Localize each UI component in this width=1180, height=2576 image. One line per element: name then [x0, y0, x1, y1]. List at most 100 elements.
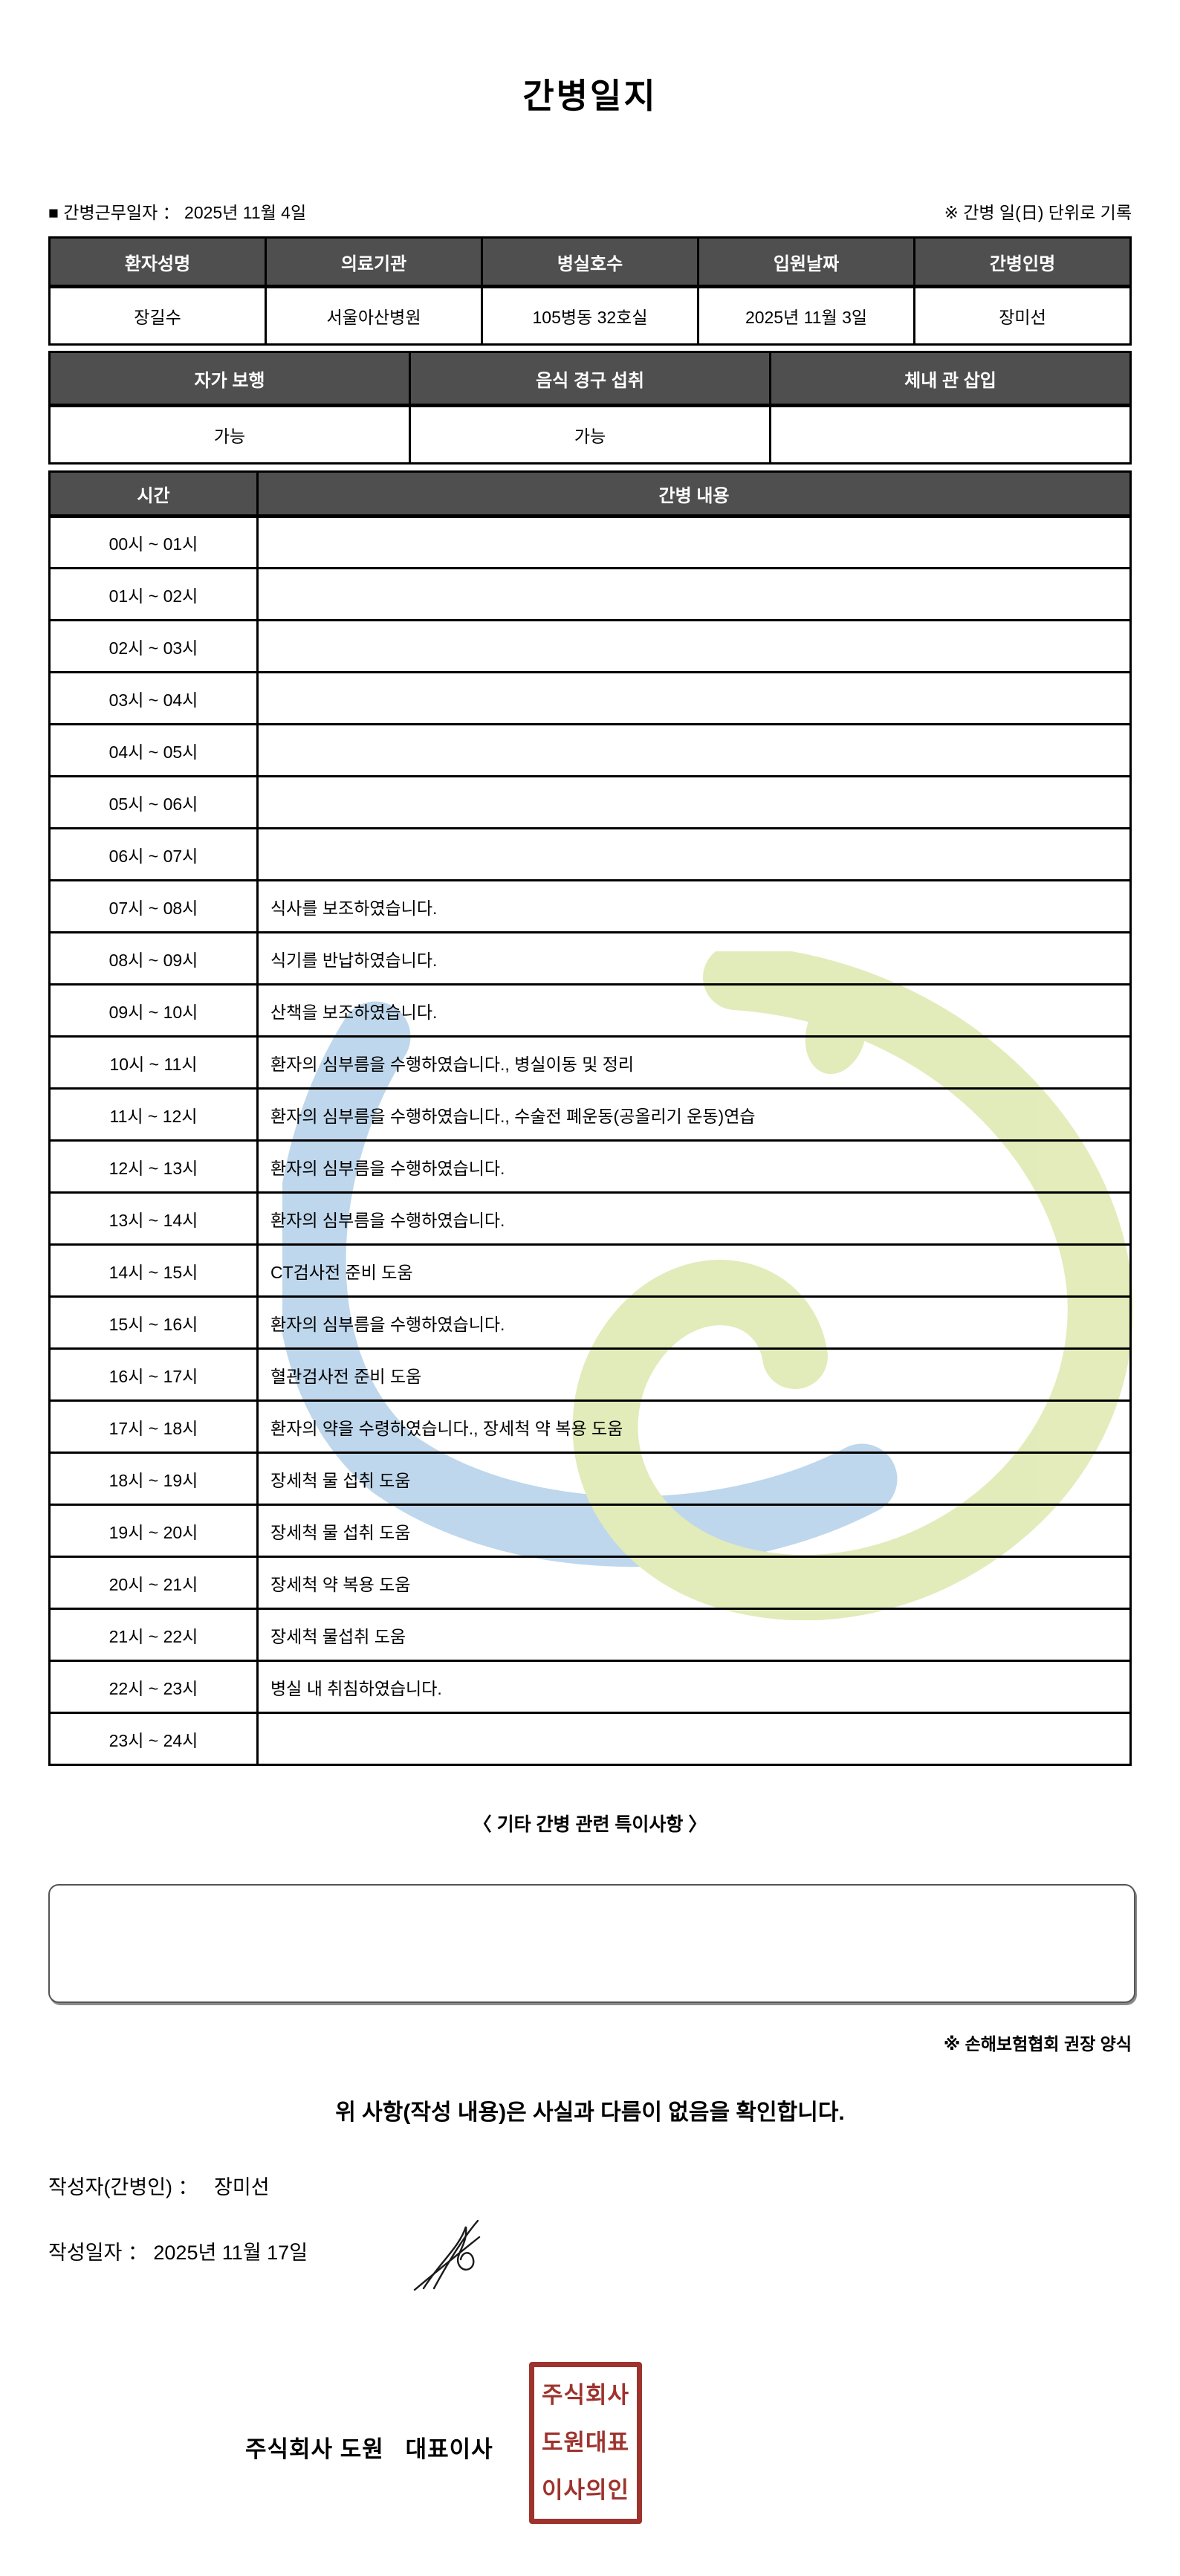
care-row: 19시 ~ 20시 장세척 물 섭취 도움: [48, 1504, 1132, 1558]
writer-label: 작성자(간병인) ：: [48, 2176, 198, 2198]
care-time: 01시 ~ 02시: [48, 567, 259, 621]
care-content: [256, 1712, 1132, 1766]
written-date-label: 작성일자 ：: [48, 2242, 148, 2264]
writer-line: 작성자(간병인) ： 장미선: [48, 2174, 1180, 2201]
care-content: 장세척 약 복용 도움: [256, 1556, 1132, 1610]
patient-info-table: 환자성명 의료기관 병실호수 입원날짜 간병인명 장길수 서울아산병원 105병…: [48, 236, 1132, 346]
care-content: [256, 515, 1132, 569]
care-time: 18시 ~ 19시: [48, 1452, 259, 1506]
care-row: 22시 ~ 23시 병실 내 취침하였습니다.: [48, 1660, 1132, 1714]
care-row: 12시 ~ 13시 환자의 심부름을 수행하였습니다.: [48, 1139, 1132, 1194]
care-content: [256, 671, 1132, 725]
care-content: 병실 내 취침하였습니다.: [256, 1660, 1132, 1714]
care-time: 09시 ~ 10시: [48, 983, 259, 1038]
info-header-patient-name: 환자성명: [48, 236, 267, 288]
status-value-walking: 가능: [48, 404, 411, 465]
care-time: 21시 ~ 22시: [48, 1608, 259, 1662]
care-header-content: 간병 내용: [256, 470, 1132, 518]
info-header-admission-date: 입원날짜: [697, 236, 915, 288]
care-content: 장세척 물섭취 도움: [256, 1608, 1132, 1662]
care-row: 15시 ~ 16시 환자의 심부름을 수행하였습니다.: [48, 1295, 1132, 1350]
care-content: 환자의 심부름을 수행하였습니다., 수술전 폐운동(공올리기 운동)연습: [256, 1087, 1132, 1142]
care-header-time: 시간: [48, 470, 259, 518]
handwritten-signature: [413, 2219, 481, 2291]
status-value-tube: [769, 404, 1132, 465]
care-header-row: 시간 간병 내용: [48, 470, 1132, 518]
status-header-tube: 체내 관 삽입: [769, 351, 1132, 407]
info-value-caregiver-name: 장미선: [913, 285, 1132, 346]
care-time: 20시 ~ 21시: [48, 1556, 259, 1610]
status-header-walking: 자가 보행: [48, 351, 411, 407]
care-row: 08시 ~ 09시 식기를 반납하였습니다.: [48, 931, 1132, 986]
recommended-form-note: ※ 손해보험협회 권장 양식: [943, 2034, 1132, 2054]
info-value-admission-date: 2025년 11월 3일: [697, 285, 915, 346]
care-content: [256, 619, 1132, 673]
care-content: [256, 775, 1132, 829]
care-row: 09시 ~ 10시 산책을 보조하였습니다.: [48, 983, 1132, 1038]
written-date-line: 작성일자 ： 2025년 11월 17일: [48, 2239, 1180, 2266]
care-time: 22시 ~ 23시: [48, 1660, 259, 1714]
subheader-row: ■ 간병근무일자 ： 2025년 11월 4일 ※ 간병 일(日) 단위로 기록: [48, 201, 1132, 224]
page-title: 간병일지: [522, 77, 658, 115]
special-notes-title: 〈 기타 간병 관련 특이사항 〉: [473, 1814, 707, 1835]
care-content: 환자의 심부름을 수행하였습니다.: [256, 1295, 1132, 1350]
care-time: 03시 ~ 04시: [48, 671, 259, 725]
care-content: 식기를 반납하였습니다.: [256, 931, 1132, 986]
care-content: 장세척 물 섭취 도움: [256, 1504, 1132, 1558]
work-date-label: ■ 간병근무일자 ：: [48, 203, 180, 222]
care-row: 11시 ~ 12시 환자의 심부름을 수행하였습니다., 수술전 폐운동(공올리기…: [48, 1087, 1132, 1142]
status-value-oral-intake: 가능: [409, 404, 771, 465]
care-time: 02시 ~ 03시: [48, 619, 259, 673]
care-row: 01시 ~ 02시: [48, 567, 1132, 621]
care-time: 04시 ~ 05시: [48, 723, 259, 777]
care-time: 00시 ~ 01시: [48, 515, 259, 569]
company-and-ceo-label: 주식회사 도원 대표이사: [245, 2436, 493, 2462]
care-row: 03시 ~ 04시: [48, 671, 1132, 725]
info-header-row: 환자성명 의료기관 병실호수 입원날짜 간병인명: [48, 236, 1132, 288]
care-content: 환자의 심부름을 수행하였습니다., 병실이동 및 정리: [256, 1035, 1132, 1090]
care-row: 17시 ~ 18시 환자의 약을 수령하였습니다., 장세척 약 복용 도움: [48, 1399, 1132, 1454]
care-log-table: 시간 간병 내용 00시 ~ 01시 01시 ~ 02시 02시 ~ 03시 0…: [48, 470, 1132, 1766]
care-row: 10시 ~ 11시 환자의 심부름을 수행하였습니다., 병실이동 및 정리: [48, 1035, 1132, 1090]
care-time: 08시 ~ 09시: [48, 931, 259, 986]
company-seal-stamp: 주식회사 도원대표 이사의인: [529, 2362, 642, 2524]
care-content: 식사를 보조하였습니다.: [256, 879, 1132, 933]
care-row: 02시 ~ 03시: [48, 619, 1132, 673]
care-row: 00시 ~ 01시: [48, 515, 1132, 569]
care-time: 15시 ~ 16시: [48, 1295, 259, 1350]
written-date-value: 2025년 11월 17일: [153, 2242, 308, 2264]
care-row: 18시 ~ 19시 장세척 물 섭취 도움: [48, 1452, 1132, 1506]
stamp-line-1: 주식회사: [541, 2382, 630, 2408]
care-row: 13시 ~ 14시 환자의 심부름을 수행하였습니다.: [48, 1191, 1132, 1246]
care-time: 05시 ~ 06시: [48, 775, 259, 829]
special-notes-box: [48, 1884, 1135, 2003]
info-header-caregiver-name: 간병인명: [913, 236, 1132, 288]
status-value-row: 가능 가능: [48, 404, 1132, 465]
care-row: 06시 ~ 07시: [48, 827, 1132, 881]
stamp-line-2: 도원대표: [541, 2430, 630, 2456]
care-time: 23시 ~ 24시: [48, 1712, 259, 1766]
status-header-row: 자가 보행 음식 경구 섭취 체내 관 삽입: [48, 351, 1132, 407]
care-content: 장세척 물 섭취 도움: [256, 1452, 1132, 1506]
care-time: 19시 ~ 20시: [48, 1504, 259, 1558]
info-header-institution: 의료기관: [265, 236, 483, 288]
care-row: 05시 ~ 06시: [48, 775, 1132, 829]
care-row: 07시 ~ 08시 식사를 보조하였습니다.: [48, 879, 1132, 933]
care-time: 10시 ~ 11시: [48, 1035, 259, 1090]
care-time: 07시 ~ 08시: [48, 879, 259, 933]
care-time: 13시 ~ 14시: [48, 1191, 259, 1246]
care-content: [256, 723, 1132, 777]
info-value-institution: 서울아산병원: [265, 285, 483, 346]
status-header-oral-intake: 음식 경구 섭취: [409, 351, 771, 407]
info-value-patient-name: 장길수: [48, 285, 267, 346]
stamp-line-3: 이사의인: [541, 2477, 630, 2503]
care-row: 14시 ~ 15시 CT검사전 준비 도움: [48, 1243, 1132, 1298]
work-date-line: ■ 간병근무일자 ： 2025년 11월 4일: [48, 201, 306, 224]
care-content: 혈관검사전 준비 도움: [256, 1347, 1132, 1402]
care-row: 21시 ~ 22시 장세척 물섭취 도움: [48, 1608, 1132, 1662]
care-content: 산책을 보조하였습니다.: [256, 983, 1132, 1038]
care-time: 17시 ~ 18시: [48, 1399, 259, 1454]
confirmation-statement: 위 사항(작성 내용)은 사실과 다름이 없음을 확인합니다.: [335, 2100, 845, 2125]
care-content: [256, 567, 1132, 621]
